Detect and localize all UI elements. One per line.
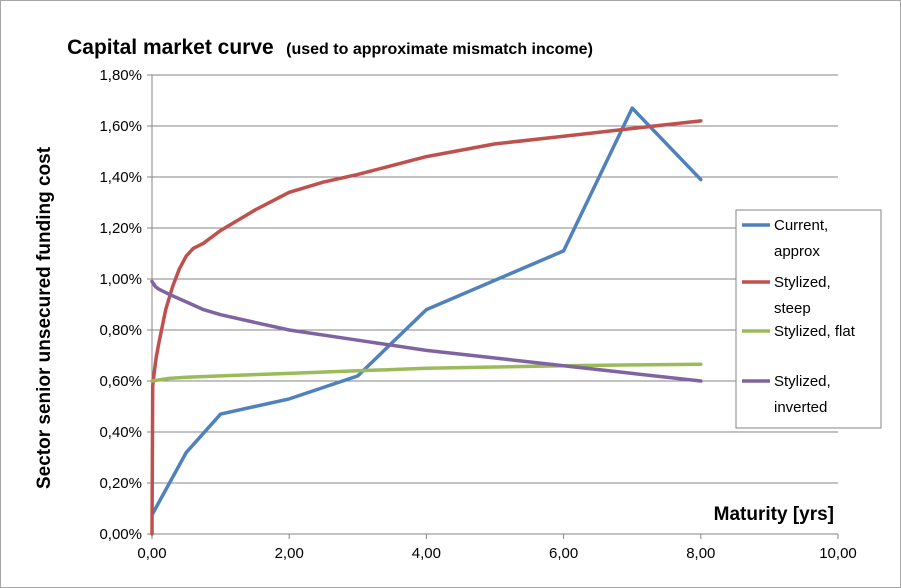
- y-tick-label: 1,00%: [99, 271, 142, 288]
- legend-label: Stylized,: [774, 373, 831, 390]
- y-tick-label: 0,60%: [99, 373, 142, 390]
- legend-label: Stylized,: [774, 274, 831, 291]
- legend-label: inverted: [774, 399, 827, 416]
- series-line-1: [150, 106, 703, 516]
- chart-subtitle: (used to approximate mismatch income): [286, 41, 593, 58]
- x-tick-labels: 0,00 2,00 4,00 6,00 8,00 10,00: [137, 545, 856, 562]
- legend-items: Current, approx Stylized, steep Stylized, fl…: [742, 217, 856, 416]
- y-tick-label: 1,60%: [99, 118, 142, 135]
- x-tick-label: 0,00: [137, 545, 166, 562]
- series-line-4: [150, 279, 703, 383]
- y-tick-label: 0,20%: [99, 475, 142, 492]
- series-line-3: [150, 362, 703, 383]
- legend-label: Stylized, flat: [774, 323, 856, 340]
- x-tick-label: 2,00: [275, 545, 304, 562]
- y-tick-label: 1,20%: [99, 220, 142, 237]
- x-tick-label: 8,00: [686, 545, 715, 562]
- y-tick-label: 1,80%: [99, 67, 142, 84]
- series-line-2: [150, 119, 703, 536]
- y-tick-label: 0,80%: [99, 322, 142, 339]
- legend: Current, approx Stylized, steep Stylized, fl…: [735, 209, 882, 429]
- legend-label: Current,: [774, 217, 828, 234]
- y-tick-label: 1,40%: [99, 169, 142, 186]
- chart-title: Capital market curve: [67, 36, 274, 59]
- x-tick-label: 4,00: [412, 545, 441, 562]
- y-axis-title: Sector senior unsecured funding cost: [34, 146, 55, 489]
- legend-label: steep: [774, 300, 811, 317]
- series-lines: [150, 106, 703, 536]
- legend-box: [735, 209, 882, 429]
- y-tick-labels: 0,00% 0,20% 0,40% 0,60% 0,80% 1,00% 1,20% 1,40%…: [99, 67, 142, 543]
- x-tick-label: 6,00: [549, 545, 578, 562]
- chart-title-group: Capital market curve (used to approximat…: [67, 36, 593, 59]
- y-tick-label: 0,40%: [99, 424, 142, 441]
- x-tick-label: 10,00: [819, 545, 857, 562]
- legend-label: approx: [774, 243, 820, 260]
- y-tick-label: 0,00%: [99, 526, 142, 543]
- x-axis-title: Maturity [yrs]: [714, 504, 834, 525]
